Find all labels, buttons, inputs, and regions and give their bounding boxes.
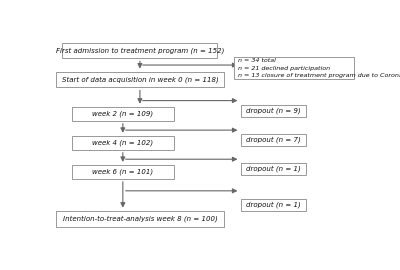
- FancyBboxPatch shape: [72, 107, 174, 121]
- FancyBboxPatch shape: [234, 57, 354, 79]
- Text: dropout (n = 1): dropout (n = 1): [246, 166, 300, 172]
- Text: dropout (n = 7): dropout (n = 7): [246, 136, 300, 143]
- FancyBboxPatch shape: [56, 211, 224, 227]
- Text: n = 34 total
n = 21 declined participation
n = 13 closure of treatment program d: n = 34 total n = 21 declined participati…: [238, 58, 400, 78]
- Text: dropout (n = 1): dropout (n = 1): [246, 202, 300, 208]
- FancyBboxPatch shape: [241, 104, 306, 117]
- FancyBboxPatch shape: [72, 136, 174, 150]
- Text: Intention-to-treat-analysis week 8 (n = 100): Intention-to-treat-analysis week 8 (n = …: [62, 216, 217, 222]
- Text: week 2 (n = 109): week 2 (n = 109): [92, 111, 154, 117]
- FancyBboxPatch shape: [56, 72, 224, 87]
- FancyBboxPatch shape: [241, 199, 306, 211]
- Text: Start of data acquisition in week 0 (n = 118): Start of data acquisition in week 0 (n =…: [62, 76, 218, 83]
- FancyBboxPatch shape: [241, 134, 306, 146]
- FancyBboxPatch shape: [241, 163, 306, 175]
- FancyBboxPatch shape: [62, 43, 218, 58]
- Text: First admission to treatment program (n = 152): First admission to treatment program (n …: [56, 47, 224, 54]
- Text: week 4 (n = 102): week 4 (n = 102): [92, 140, 154, 146]
- Text: week 6 (n = 101): week 6 (n = 101): [92, 169, 154, 176]
- Text: dropout (n = 9): dropout (n = 9): [246, 107, 300, 114]
- FancyBboxPatch shape: [72, 166, 174, 179]
